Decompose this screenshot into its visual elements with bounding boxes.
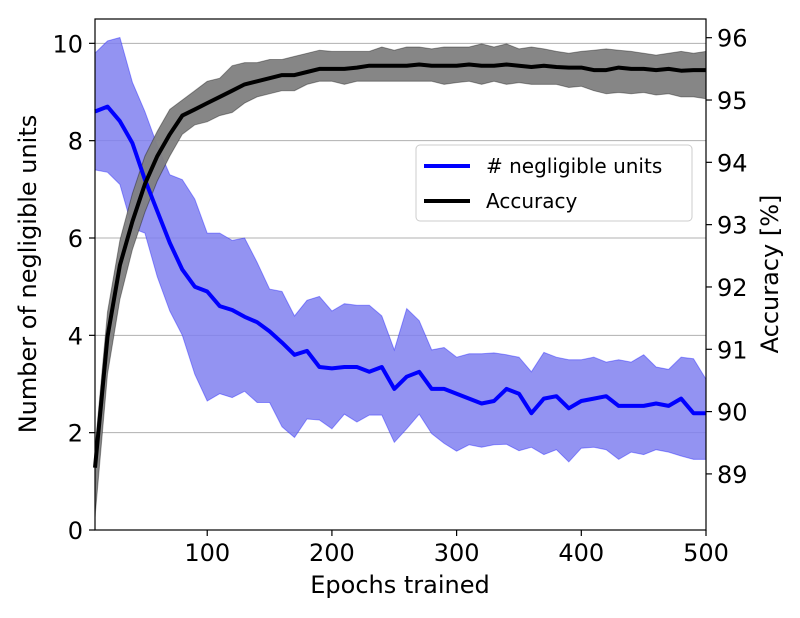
y-left-tick-label-6: 6 [68,225,83,253]
y-left-tick-label-4: 4 [68,322,83,350]
legend-label-accuracy: Accuracy [486,189,577,213]
y-left-tick-label-2: 2 [68,420,83,448]
y-right-tick-label-94: 94 [717,149,748,177]
x-tick-label-500: 500 [683,539,729,567]
x-tick-label-300: 300 [434,539,480,567]
x-tick-label-100: 100 [184,539,230,567]
y-right-tick-label-90: 90 [717,399,748,427]
y-right-tick-label-91: 91 [717,336,748,364]
x-tick-label-200: 200 [309,539,355,567]
y-right-tick-label-96: 96 [717,25,748,53]
line-series-0 [94,104,706,416]
y-left-tick-label-10: 10 [52,30,83,58]
y-left-tick-label-8: 8 [68,128,83,156]
series-lines [93,62,706,468]
legend-box [415,144,693,222]
y-left-tick-label-0: 0 [68,517,83,545]
x-axis-title: Epochs trained [310,571,489,599]
y-axis-title-right: Accuracy [%] [756,195,784,354]
legend-label-negligible-units: # negligible units [486,154,662,178]
y-right-tick-label-89: 89 [717,461,748,489]
x-tick-label-400: 400 [558,539,604,567]
ticks: 100 200 300 400 500 0 2 4 6 8 10 89 90 91 92 93 94 95 96 [52,25,747,567]
line-series-1 [93,62,706,468]
plot-frame [94,18,707,531]
y-right-tick-label-93: 93 [717,212,748,240]
y-right-tick-label-92: 92 [717,274,748,302]
y-axis-title-left: Number of negligible units [14,115,42,434]
y-right-tick-label-95: 95 [717,87,748,115]
legend: # negligible units Accuracy [415,144,693,222]
